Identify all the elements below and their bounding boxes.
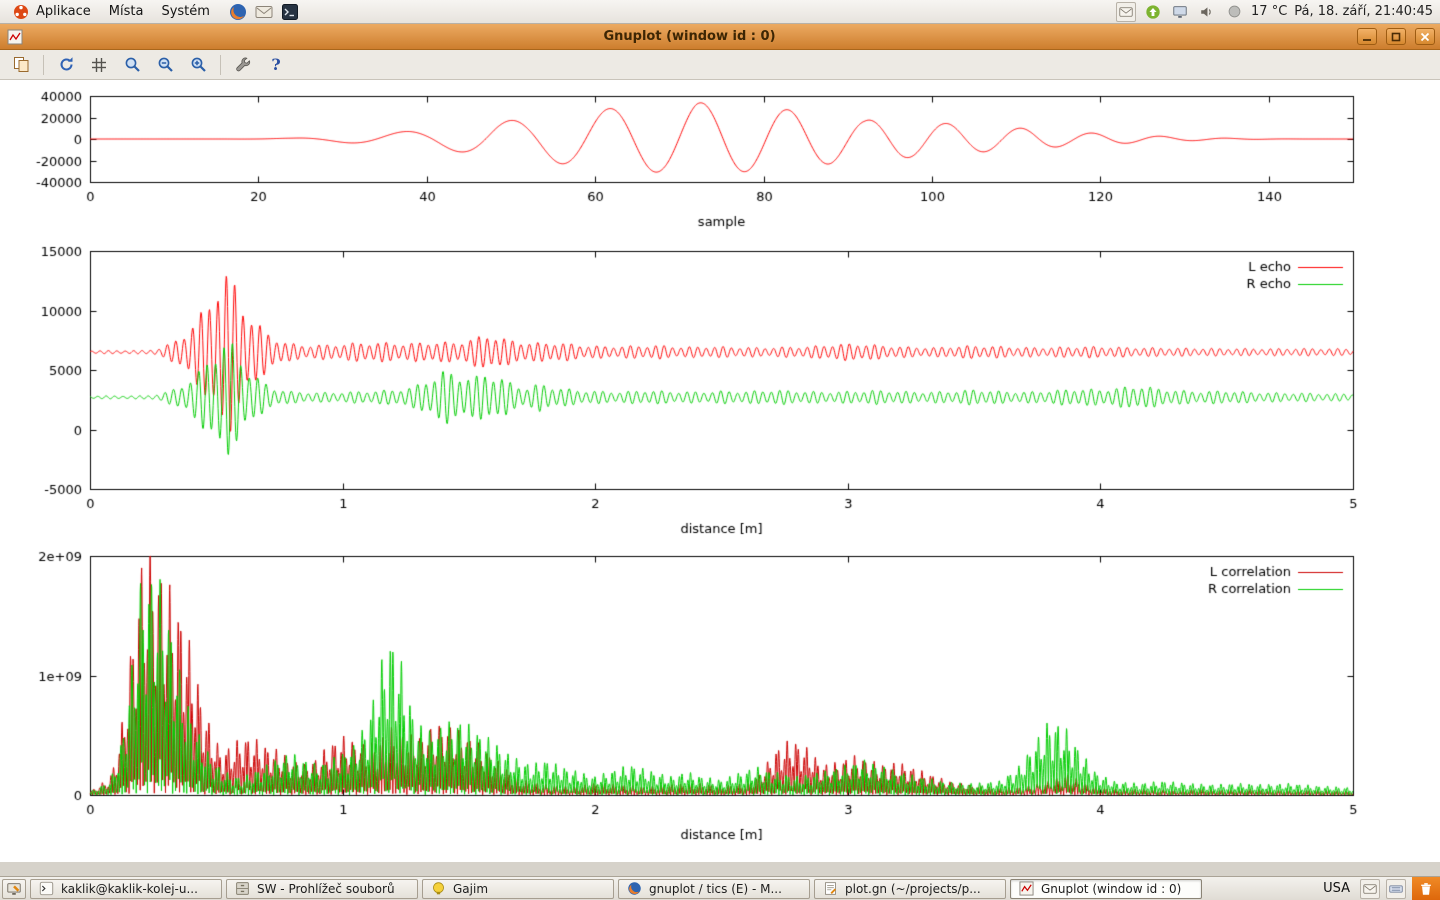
taskbar-item-label: gnuplot / tics (E) - M... — [649, 881, 782, 896]
close-button[interactable] — [1415, 28, 1435, 45]
places-menu[interactable]: Místa — [101, 2, 152, 21]
echo-chart-canvas[interactable] — [0, 240, 1440, 540]
correlation-chart-canvas[interactable] — [0, 540, 1440, 850]
taskbar-item-gnuplot[interactable]: Gnuplot (window id : 0) — [1010, 878, 1202, 899]
terminal-icon — [36, 880, 56, 898]
taskbar-item-firefox[interactable]: gnuplot / tics (E) - M... — [618, 878, 810, 899]
places-menu-label: Místa — [108, 4, 144, 19]
waveform-chart-canvas[interactable] — [0, 80, 1440, 240]
system-menu-label: Systém — [161, 4, 210, 19]
window-title: Gnuplot (window id : 0) — [603, 29, 776, 44]
toolbar-separator — [220, 54, 221, 75]
applications-menu-label: Aplikace — [36, 4, 91, 19]
file-manager-icon — [232, 880, 252, 898]
applications-menu[interactable]: Aplikace — [3, 0, 99, 24]
taskbar-item-label: plot.gn (~/projects/p... — [845, 881, 981, 896]
window-titlebar[interactable]: Gnuplot (window id : 0) — [0, 24, 1440, 50]
mail-notification-icon[interactable] — [1116, 1, 1137, 22]
panel-launchers — [228, 2, 300, 22]
gnuplot-icon — [1016, 880, 1036, 898]
keyboard-layout-indicator[interactable]: USA — [1323, 881, 1350, 896]
firefox-icon[interactable] — [228, 2, 248, 22]
gnuplot-plot-area — [0, 80, 1440, 862]
trash-icon[interactable] — [1412, 876, 1440, 900]
gajim-icon — [428, 880, 448, 898]
clock-label[interactable]: Pá, 18. září, 21:40:45 — [1294, 4, 1433, 19]
taskbar-item-terminal[interactable]: kaklik@kaklik-kolej-u... — [30, 878, 222, 899]
ubuntu-logo-icon — [11, 2, 31, 22]
taskbar-right-tray: USA — [1319, 876, 1440, 900]
update-notifier-icon[interactable] — [1143, 2, 1163, 22]
display-icon[interactable] — [1170, 2, 1190, 22]
panel-tray: 17 °C Pá, 18. září, 21:40:45 — [1116, 1, 1437, 22]
keyboard-tray-icon[interactable] — [1386, 878, 1406, 899]
weather-icon[interactable] — [1224, 2, 1244, 22]
firefox-icon — [624, 880, 644, 898]
minimize-button[interactable] — [1357, 28, 1377, 45]
desktop-strip — [0, 862, 1440, 876]
taskbar-item-file-browser[interactable]: SW - Prohlížeč souborů — [226, 878, 418, 899]
show-desktop-button[interactable] — [2, 878, 26, 899]
temperature-label[interactable]: 17 °C — [1251, 4, 1288, 19]
zoom-previous-icon[interactable] — [121, 54, 143, 76]
replot-icon[interactable] — [55, 54, 77, 76]
gnome-top-panel: Aplikace Místa Systém — [0, 0, 1440, 24]
maximize-button[interactable] — [1386, 28, 1406, 45]
taskbar-item-label: SW - Prohlížeč souborů — [257, 881, 395, 896]
volume-icon[interactable] — [1197, 2, 1217, 22]
settings-icon[interactable] — [232, 54, 254, 76]
terminal-app-icon[interactable] — [280, 2, 300, 22]
taskbar-item-gajim[interactable]: Gajim — [422, 878, 614, 899]
mail-tray-icon[interactable] — [1360, 878, 1380, 899]
toolbar-separator — [43, 54, 44, 75]
taskbar-item-label: Gajim — [453, 881, 489, 896]
gnuplot-window: Gnuplot (window id : 0) — [0, 24, 1440, 862]
help-icon[interactable]: ? — [271, 55, 281, 74]
gnome-taskbar: kaklik@kaklik-kolej-u... SW - Prohlížeč … — [0, 876, 1440, 900]
text-editor-icon — [820, 880, 840, 898]
mail-app-icon[interactable] — [254, 2, 274, 22]
system-menu[interactable]: Systém — [153, 2, 217, 21]
zoom-out-icon[interactable] — [154, 54, 176, 76]
taskbar-item-editor[interactable]: plot.gn (~/projects/p... — [814, 878, 1006, 899]
taskbar-item-label: Gnuplot (window id : 0) — [1041, 881, 1182, 896]
grid-icon[interactable] — [88, 54, 110, 76]
copy-icon[interactable] — [10, 54, 32, 76]
zoom-in-icon[interactable] — [187, 54, 209, 76]
gnuplot-window-icon — [5, 27, 25, 47]
gnuplot-toolbar: ? — [0, 50, 1440, 80]
taskbar-item-label: kaklik@kaklik-kolej-u... — [61, 881, 198, 896]
